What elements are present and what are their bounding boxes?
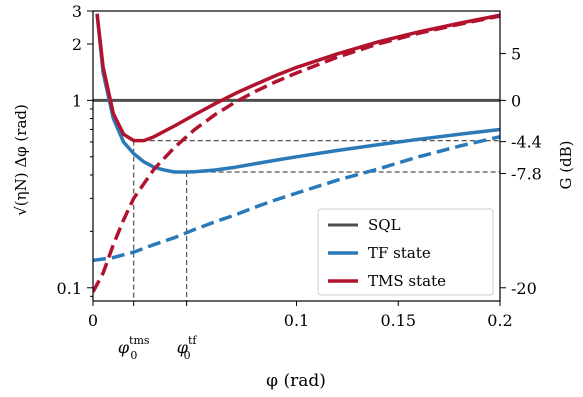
series-tms-state [95, 13, 500, 143]
y-right-tick-label: 0 [511, 91, 521, 110]
y-axis-right-label: G (dB) [557, 140, 575, 189]
y-right-tick-label: -20 [511, 279, 537, 298]
x-tick-label-tf: φtf 0 [177, 334, 198, 362]
legend-box [317, 208, 494, 296]
legend: SQL TF state TMS state [317, 208, 494, 296]
x-tick-label-tms: φtms 0 [118, 334, 150, 362]
y-right-tick-label: -4.4 [511, 133, 542, 152]
y-left-tick-label: 0.1 [57, 279, 82, 298]
legend-label-tms-state: TMS state [368, 272, 446, 290]
y-left-tick-label: 3 [72, 2, 82, 21]
y-left-tick-label: 2 [72, 35, 82, 54]
legend-label-tf-state: TF state [368, 244, 431, 262]
series-tf-state-dashed [93, 135, 500, 263]
axis-ticks: 0 0.1 0.15 0.2 φtms 0 φtf 0 0.1 1 2 3 5 0 -4.4 -7.8 -20 [57, 2, 542, 362]
x-tick-label: 0.2 [487, 311, 512, 330]
legend-label-sql: SQL [368, 216, 401, 234]
y-right-tick-label: 5 [511, 45, 521, 64]
x-tick-label: 0.15 [380, 311, 416, 330]
x-axis-label: φ (rad) [266, 371, 326, 391]
series-tms-state-dashed [93, 14, 500, 293]
y-left-tick-label: 1 [72, 91, 82, 110]
x-tick-label: 0.1 [284, 311, 309, 330]
x-tick-label: 0 [88, 311, 98, 330]
reference-lines [133, 140, 500, 301]
series-layer [93, 13, 500, 293]
y-axis-left-label: √(ηN) Δφ (rad) [12, 104, 30, 216]
y-axis-right-label-group: G (dB) [557, 140, 575, 189]
y-axis-left-label-group: √(ηN) Δφ (rad) [12, 104, 30, 216]
y-right-tick-label: -7.8 [511, 164, 542, 183]
series-tf-state [95, 13, 500, 174]
